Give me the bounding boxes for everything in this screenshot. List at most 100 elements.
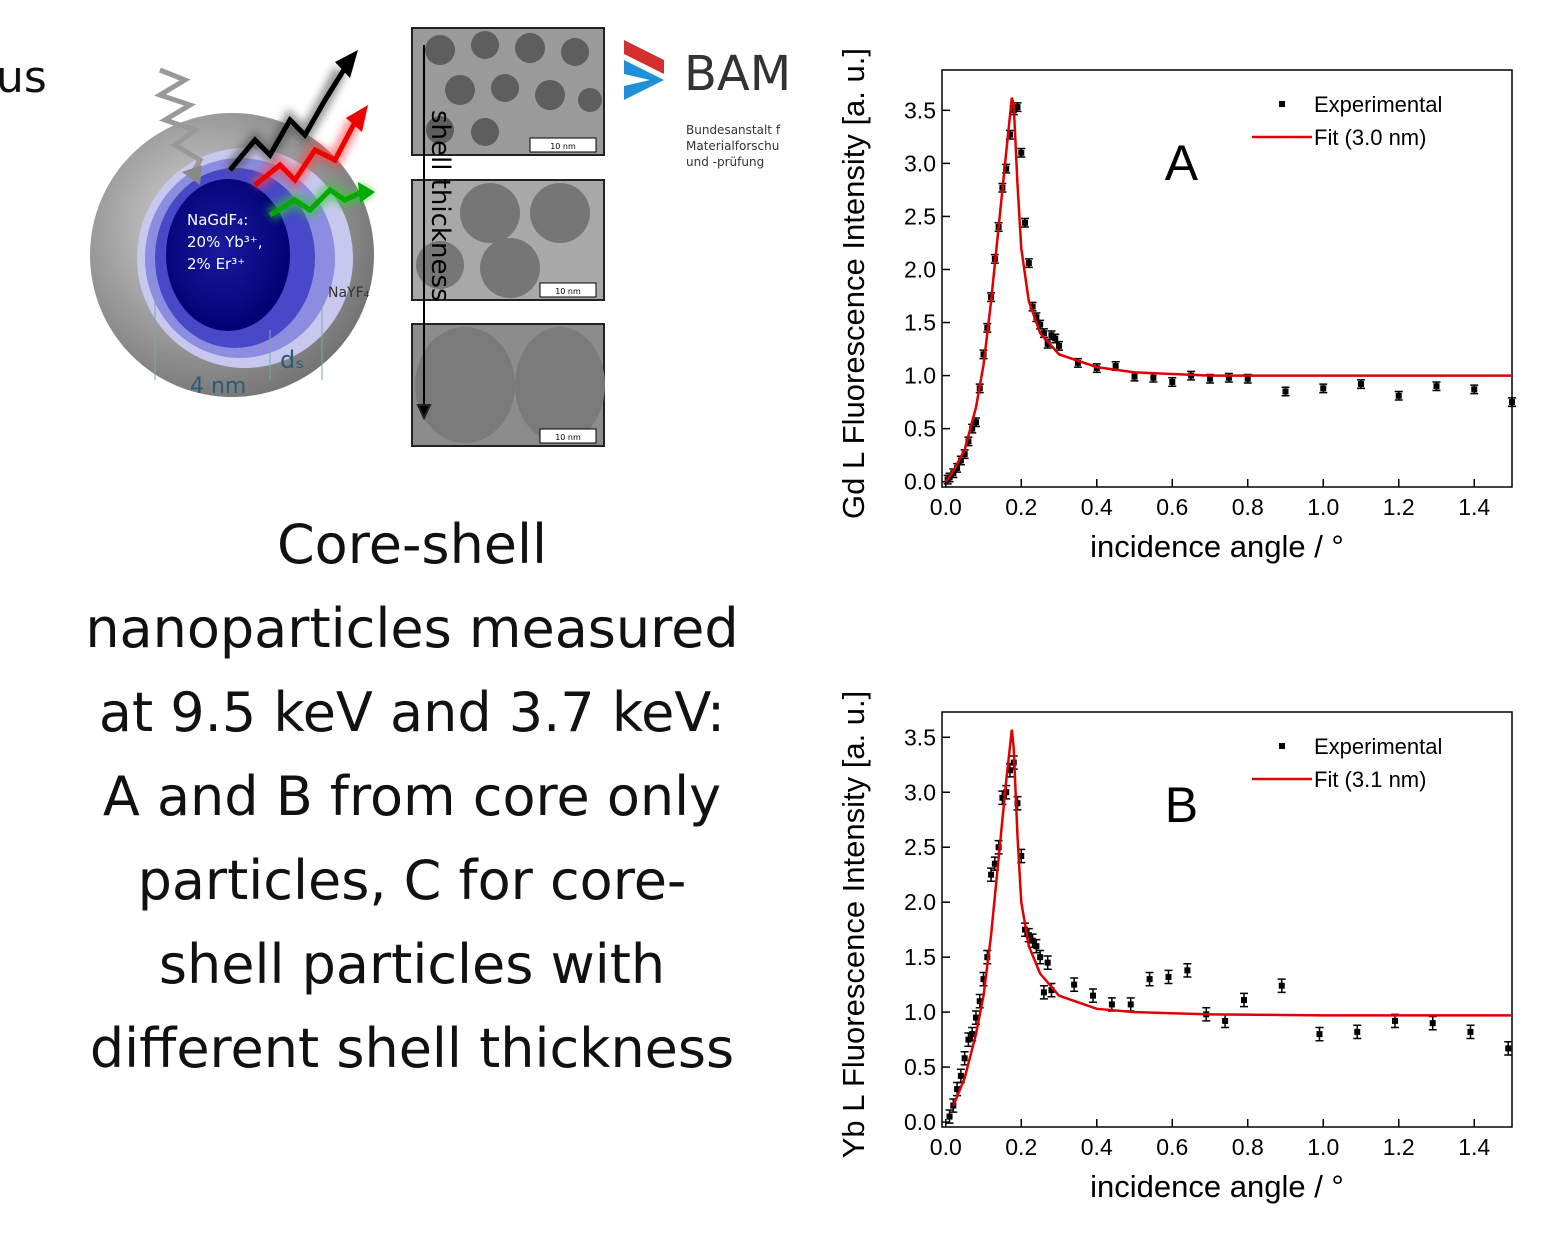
- data-point: [1113, 363, 1119, 369]
- core-label: 2% Er³⁺: [187, 255, 245, 273]
- data-point: [1132, 374, 1138, 380]
- data-point: [1471, 386, 1477, 392]
- data-point: [962, 1055, 968, 1061]
- data-point: [1014, 104, 1020, 110]
- data-point: [1430, 1020, 1436, 1026]
- data-point: [965, 1037, 971, 1043]
- x-tick-label: 0.6: [1156, 1134, 1188, 1160]
- x-tick-label: 1.0: [1307, 494, 1339, 520]
- fit-line: [953, 730, 1512, 1106]
- data-point: [1022, 220, 1028, 226]
- data-point: [1071, 982, 1077, 988]
- data-point: [1320, 385, 1326, 391]
- y-tick-label: 0.0: [904, 1109, 936, 1135]
- data-point: [988, 872, 994, 878]
- annotation: A: [1165, 135, 1199, 191]
- scale-bar: 10 nm: [555, 287, 581, 296]
- x-tick-label: 0.2: [1005, 494, 1037, 520]
- scale-bar: 10 nm: [555, 433, 581, 442]
- y-tick-label: 2.5: [904, 203, 936, 229]
- x-axis-label: incidence angle / °: [1090, 1169, 1344, 1204]
- x-axis-label: incidence angle / °: [1090, 529, 1344, 564]
- x-tick-label: 0.4: [1081, 1134, 1113, 1160]
- y-tick-label: 0.0: [904, 469, 936, 495]
- shell-label: NaYF₄: [328, 285, 370, 301]
- y-tick-label: 2.0: [904, 256, 936, 282]
- logo-line: Bundesanstalt f: [686, 123, 781, 137]
- data-point: [1033, 943, 1039, 949]
- x-tick-label: 1.0: [1307, 1134, 1339, 1160]
- y-tick-label: 1.5: [904, 310, 936, 336]
- x-tick-label: 1.2: [1383, 494, 1415, 520]
- data-point: [1354, 1029, 1360, 1035]
- data-point: [1030, 938, 1036, 944]
- x-tick-label: 1.2: [1383, 1134, 1415, 1160]
- slide: us NaGdF₄: 20% Yb³⁺, 2% Er³⁺ NaYF₄ 4 nm …: [0, 0, 1551, 1234]
- y-tick-label: 0.5: [904, 1054, 936, 1080]
- legend-label: Experimental: [1314, 92, 1442, 117]
- data-point: [1316, 1031, 1322, 1037]
- data-point: [1434, 383, 1440, 389]
- body-line: nanoparticles measured: [85, 597, 738, 660]
- page: us NaGdF₄: 20% Yb³⁺, 2% Er³⁺ NaYF₄ 4 nm …: [0, 0, 1551, 1234]
- data-point: [958, 1073, 964, 1079]
- data-point: [1279, 983, 1285, 989]
- tem-arrow-label: shell thickness: [425, 110, 455, 302]
- body-line: particles, C for core-: [138, 849, 687, 912]
- data-point: [1283, 389, 1289, 395]
- legend-label: Experimental: [1314, 734, 1442, 759]
- core-label: 20% Yb³⁺,: [187, 233, 263, 251]
- x-tick-label: 0.6: [1156, 494, 1188, 520]
- data-point: [1041, 989, 1047, 995]
- logo-line: und -prüfung: [686, 155, 764, 169]
- y-tick-label: 3.0: [904, 779, 936, 805]
- x-tick-label: 0.4: [1081, 494, 1113, 520]
- data-point: [1026, 260, 1032, 266]
- x-tick-label: 1.4: [1458, 494, 1490, 520]
- body-line: at 9.5 keV and 3.7 keV:: [99, 681, 725, 744]
- data-point: [1169, 379, 1175, 385]
- body-line: A and B from core only: [103, 765, 721, 828]
- data-point: [1392, 1018, 1398, 1024]
- x-tick-label: 0.0: [930, 1134, 962, 1160]
- y-tick-label: 2.0: [904, 889, 936, 915]
- data-point: [1505, 1045, 1511, 1051]
- y-tick-label: 0.5: [904, 416, 936, 442]
- body-line: Core-shell: [277, 513, 547, 576]
- data-point: [1241, 997, 1247, 1003]
- data-point: [1165, 974, 1171, 980]
- data-point: [1045, 960, 1051, 966]
- x-tick-label: 1.4: [1458, 1134, 1490, 1160]
- legend-swatch: [1279, 101, 1285, 107]
- data-point: [973, 419, 979, 425]
- y-tick-label: 3.0: [904, 150, 936, 176]
- data-point: [1509, 399, 1515, 405]
- fit-line: [946, 98, 1512, 482]
- core-label: NaGdF₄:: [187, 211, 248, 229]
- data-point: [1467, 1029, 1473, 1035]
- logo-mark: [624, 40, 664, 100]
- data-point: [1056, 343, 1062, 349]
- body-line: different shell thickness: [90, 1017, 734, 1080]
- data-point: [1150, 375, 1156, 381]
- body-text: Core-shell nanoparticles measured at 9.5 k…: [85, 513, 738, 1080]
- legend-label: Fit (3.0 nm): [1314, 125, 1426, 150]
- data-point: [1184, 967, 1190, 973]
- y-tick-label: 3.5: [904, 724, 936, 750]
- shell-size: dₛ: [280, 346, 304, 374]
- data-point: [1396, 393, 1402, 399]
- chart: 0.00.20.40.60.81.01.21.40.00.51.01.52.02…: [836, 691, 1512, 1204]
- data-point: [1358, 381, 1364, 387]
- data-point: [1052, 335, 1058, 341]
- data-point: [1147, 976, 1153, 982]
- data-point: [1222, 1018, 1228, 1024]
- scale-bar: 10 nm: [550, 142, 576, 151]
- x-tick-label: 0.8: [1232, 1134, 1264, 1160]
- data-point: [1128, 1001, 1134, 1007]
- data-point: [1018, 150, 1024, 156]
- legend-swatch: [1279, 743, 1285, 749]
- logo-line: Materialforschu: [686, 139, 779, 153]
- body-line: shell particles with: [159, 933, 665, 996]
- y-tick-label: 2.5: [904, 834, 936, 860]
- y-tick-label: 1.0: [904, 999, 936, 1025]
